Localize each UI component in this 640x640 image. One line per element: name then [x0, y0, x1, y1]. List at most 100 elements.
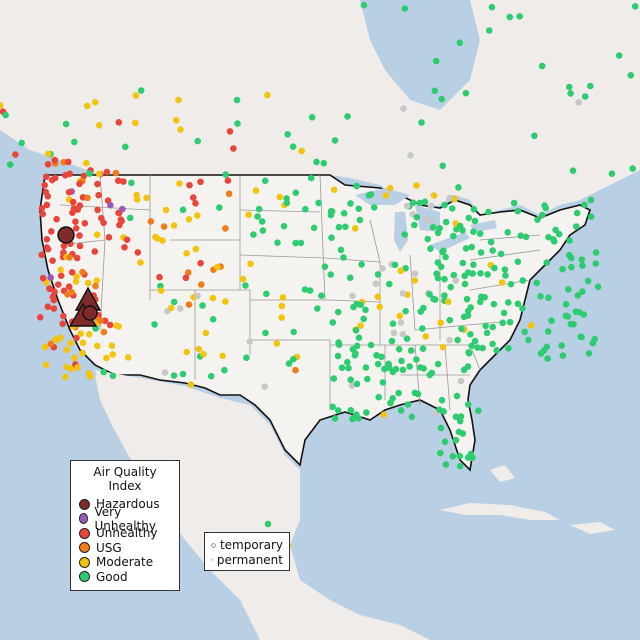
- station-marker[interactable]: [566, 237, 573, 244]
- station-marker[interactable]: [63, 346, 71, 354]
- station-marker[interactable]: [280, 222, 288, 230]
- station-marker[interactable]: [72, 218, 79, 225]
- station-marker[interactable]: [62, 373, 69, 381]
- station-marker[interactable]: [578, 256, 586, 264]
- station-marker[interactable]: [320, 159, 328, 167]
- station-marker[interactable]: [321, 263, 329, 271]
- station-marker[interactable]: [397, 267, 405, 275]
- station-marker[interactable]: [441, 201, 448, 209]
- station-marker[interactable]: [471, 217, 479, 225]
- station-marker[interactable]: [566, 251, 573, 259]
- station-marker[interactable]: [615, 52, 623, 59]
- station-marker[interactable]: [373, 352, 380, 359]
- station-marker[interactable]: [185, 216, 193, 223]
- station-marker[interactable]: [340, 210, 348, 217]
- station-marker[interactable]: [413, 213, 421, 221]
- station-marker[interactable]: [334, 352, 342, 360]
- station-marker[interactable]: [72, 278, 80, 285]
- station-marker[interactable]: [422, 333, 430, 340]
- station-marker[interactable]: [335, 341, 343, 349]
- station-marker[interactable]: [100, 328, 108, 336]
- station-marker[interactable]: [79, 339, 87, 347]
- station-marker[interactable]: [386, 184, 394, 192]
- station-marker[interactable]: [355, 205, 363, 212]
- station-marker[interactable]: [370, 204, 378, 211]
- station-marker[interactable]: [426, 291, 433, 298]
- station-marker[interactable]: [179, 370, 187, 378]
- station-marker[interactable]: [107, 201, 114, 209]
- station-marker[interactable]: [569, 167, 577, 174]
- station-marker[interactable]: [441, 275, 448, 283]
- station-marker[interactable]: [431, 409, 438, 417]
- station-marker[interactable]: [222, 298, 229, 305]
- station-marker[interactable]: [274, 239, 281, 246]
- station-marker[interactable]: [66, 254, 73, 261]
- station-marker[interactable]: [463, 295, 471, 303]
- station-marker[interactable]: [50, 305, 58, 312]
- station-marker[interactable]: [411, 270, 419, 278]
- station-marker[interactable]: [477, 298, 484, 306]
- station-marker[interactable]: [243, 354, 250, 362]
- station-marker[interactable]: [360, 315, 368, 323]
- station-marker[interactable]: [330, 186, 338, 193]
- station-marker[interactable]: [132, 119, 139, 127]
- station-marker[interactable]: [48, 228, 55, 235]
- station-marker[interactable]: [115, 177, 122, 184]
- station-marker[interactable]: [216, 204, 223, 211]
- station-marker[interactable]: [516, 12, 523, 20]
- station-marker[interactable]: [347, 407, 355, 414]
- station-marker[interactable]: [353, 182, 361, 190]
- station-marker[interactable]: [585, 350, 593, 357]
- station-marker[interactable]: [519, 277, 527, 284]
- station-marker[interactable]: [77, 330, 84, 337]
- station-marker[interactable]: [533, 279, 541, 287]
- station-marker[interactable]: [414, 390, 422, 398]
- station-marker[interactable]: [441, 292, 448, 299]
- station-marker[interactable]: [501, 266, 509, 273]
- station-marker[interactable]: [190, 194, 197, 201]
- station-marker[interactable]: [388, 337, 396, 345]
- station-marker[interactable]: [411, 221, 418, 229]
- station-marker[interactable]: [573, 209, 581, 217]
- station-marker[interactable]: [91, 98, 99, 106]
- station-marker[interactable]: [351, 225, 359, 232]
- station-marker[interactable]: [459, 259, 467, 267]
- station-marker[interactable]: [519, 305, 526, 312]
- station-marker[interactable]: [534, 216, 541, 223]
- station-marker[interactable]: [525, 336, 532, 344]
- station-marker[interactable]: [592, 249, 600, 256]
- station-marker[interactable]: [83, 102, 91, 110]
- station-marker[interactable]: [92, 282, 99, 290]
- station-marker[interactable]: [455, 184, 462, 191]
- station-marker[interactable]: [51, 288, 58, 296]
- station-marker[interactable]: [79, 349, 86, 357]
- station-marker[interactable]: [73, 334, 80, 342]
- station-marker[interactable]: [442, 218, 450, 226]
- station-marker[interactable]: [490, 300, 498, 308]
- station-marker[interactable]: [157, 287, 165, 295]
- station-marker[interactable]: [502, 272, 509, 279]
- station-marker[interactable]: [72, 225, 80, 232]
- station-marker[interactable]: [539, 211, 546, 219]
- station-marker[interactable]: [94, 342, 101, 350]
- station-marker[interactable]: [566, 83, 573, 91]
- station-marker[interactable]: [18, 139, 26, 147]
- station-marker[interactable]: [200, 350, 207, 358]
- station-marker[interactable]: [462, 89, 470, 97]
- station-marker[interactable]: [419, 325, 426, 332]
- station-marker[interactable]: [587, 196, 595, 204]
- station-marker[interactable]: [42, 361, 50, 369]
- station-marker[interactable]: [629, 165, 636, 172]
- station-marker[interactable]: [55, 281, 62, 288]
- station-marker[interactable]: [437, 263, 445, 271]
- station-marker[interactable]: [224, 177, 232, 184]
- station-marker[interactable]: [465, 350, 473, 357]
- station-marker[interactable]: [334, 308, 342, 316]
- station-marker[interactable]: [170, 298, 178, 306]
- station-marker[interactable]: [434, 360, 442, 368]
- station-marker[interactable]: [60, 312, 67, 320]
- station-marker[interactable]: [408, 413, 416, 421]
- station-marker[interactable]: [482, 322, 490, 330]
- hazardous-temporary-site-ca[interactable]: [82, 305, 98, 321]
- station-marker[interactable]: [477, 270, 484, 277]
